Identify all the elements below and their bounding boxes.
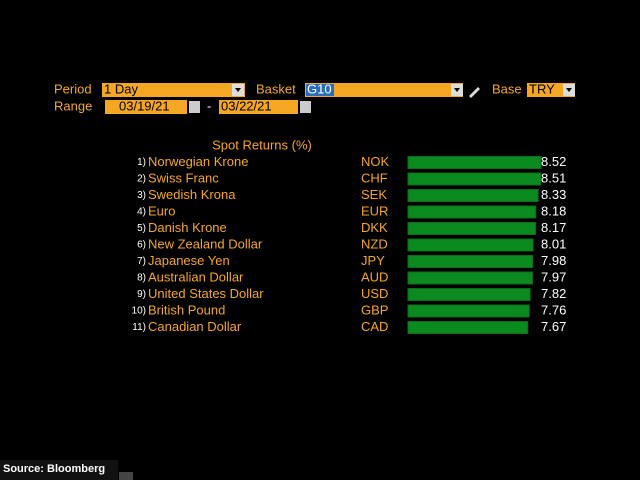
value-label: 7.82 (541, 286, 566, 301)
currency-code: NOK (361, 154, 390, 169)
period-dropdown[interactable] (102, 83, 245, 97)
bar (407, 172, 542, 186)
arrow-icon (454, 88, 460, 92)
currency-code: EUR (361, 203, 388, 218)
currency-code: USD (361, 286, 388, 301)
source-bar (0, 460, 118, 480)
rank: 5) (137, 223, 146, 234)
rank: 11) (132, 322, 146, 333)
bar (407, 304, 530, 318)
currency-name: British Pound (148, 302, 225, 317)
bar (407, 156, 542, 169)
rank: 4) (137, 207, 146, 218)
currency-code: NZD (361, 236, 388, 251)
rank: 2) (137, 174, 146, 185)
start-date-field[interactable] (105, 100, 187, 114)
rank: 1) (137, 157, 146, 168)
currency-code: CAD (361, 319, 388, 334)
basket-dropdown[interactable] (305, 83, 463, 97)
currency-code: DKK (361, 220, 388, 235)
value-label: 7.76 (541, 302, 566, 317)
currency-name: Japanese Yen (148, 253, 230, 268)
bar (407, 189, 539, 202)
value-label: 7.67 (541, 319, 566, 334)
currency-name: Norwegian Krone (148, 154, 248, 169)
bar (407, 238, 534, 252)
currency-name: Canadian Dollar (148, 319, 242, 334)
range-label: Range (54, 98, 92, 113)
currency-code: JPY (361, 253, 385, 268)
rank: 8) (137, 273, 146, 284)
value-label: 8.51 (541, 170, 566, 185)
bar (407, 321, 529, 334)
currency-code: AUD (361, 269, 388, 284)
value-label: 8.17 (541, 220, 566, 235)
currency-code: SEK (361, 187, 387, 202)
bar (407, 205, 537, 219)
currency-name: Swiss Franc (148, 170, 219, 185)
basket-label: Basket (256, 81, 296, 96)
bar (407, 271, 533, 285)
edit-icon[interactable] (469, 87, 480, 98)
calendar-icon[interactable] (300, 101, 311, 113)
period-label: Period (54, 81, 92, 96)
rank: 6) (137, 240, 146, 251)
value-label: 8.33 (541, 187, 566, 202)
value-label: 8.18 (541, 203, 566, 218)
currency-name: United States Dollar (148, 286, 264, 301)
source: Source: Bloomberg (3, 463, 105, 475)
currency-code: CHF (361, 170, 388, 185)
currency-name: Australian Dollar (148, 269, 244, 284)
end-date-field[interactable] (219, 100, 298, 114)
basket-value: G10 (307, 81, 332, 96)
arrow-icon (235, 88, 241, 92)
value-label: 8.01 (541, 236, 566, 251)
period-value: 1 Day (104, 81, 138, 96)
currency-name: Euro (148, 203, 175, 218)
chart-title: Spot Returns (%) (212, 137, 312, 152)
currency-name: New Zealand Dollar (148, 236, 263, 251)
currency-name: Danish Krone (148, 220, 227, 235)
selection (306, 84, 334, 96)
bar (407, 222, 537, 235)
source-tab (119, 472, 133, 480)
value-label: 8.52 (541, 154, 566, 169)
bar (407, 288, 531, 301)
value-label: 7.97 (541, 269, 566, 284)
range-separator: - (207, 98, 211, 113)
rank: 10) (132, 306, 146, 317)
base-value: TRY (529, 81, 555, 96)
arrow-icon (566, 88, 572, 92)
rank: 3) (137, 190, 146, 201)
end-date: 03/22/21 (221, 98, 272, 113)
base-label: Base (492, 81, 522, 96)
rank: 9) (137, 289, 146, 300)
bar (407, 255, 534, 268)
currency-name: Swedish Krona (148, 187, 236, 202)
start-date: 03/19/21 (119, 98, 170, 113)
value-label: 7.98 (541, 253, 566, 268)
rank: 7) (137, 256, 146, 267)
currency-code: GBP (361, 302, 388, 317)
calendar-icon[interactable] (189, 101, 200, 113)
